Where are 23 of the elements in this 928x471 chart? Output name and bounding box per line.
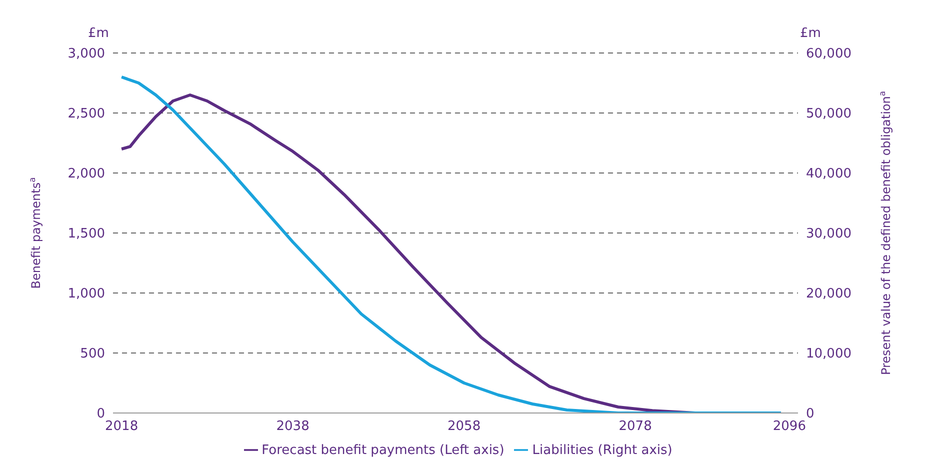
y2-tick-label: 10,000 bbox=[806, 346, 852, 362]
y2-tick-label: 50,000 bbox=[806, 106, 852, 122]
y-tick-label: 1,000 bbox=[68, 286, 105, 302]
y2-tick-label: 40,000 bbox=[806, 166, 852, 182]
legend-label: Liabilities (Right axis) bbox=[532, 443, 672, 458]
x-tick-label: 2038 bbox=[276, 419, 310, 434]
y-tick-label: 0 bbox=[96, 406, 105, 422]
x-tick-label: 2096 bbox=[772, 419, 806, 434]
y2-tick-label: 30,000 bbox=[806, 226, 852, 242]
legend-label: Forecast benefit payments (Left axis) bbox=[262, 443, 504, 458]
x-tick-label: 2018 bbox=[105, 419, 138, 434]
x-tick-label: 2078 bbox=[618, 419, 652, 434]
y-tick-label: 3,000 bbox=[68, 46, 105, 62]
y2-tick-label: 60,000 bbox=[806, 46, 852, 62]
x-tick-label: 2058 bbox=[448, 419, 481, 434]
y-tick-label: 1,500 bbox=[68, 226, 105, 242]
y2-tick-label: 0 bbox=[806, 406, 814, 422]
y2-tick-label: 20,000 bbox=[806, 286, 852, 302]
text: £m bbox=[88, 26, 109, 41]
y-tick-label: 2,000 bbox=[68, 166, 105, 182]
text: £m bbox=[800, 26, 821, 41]
y-tick-label: 2,500 bbox=[68, 106, 105, 122]
y-tick-label: 500 bbox=[80, 346, 105, 362]
